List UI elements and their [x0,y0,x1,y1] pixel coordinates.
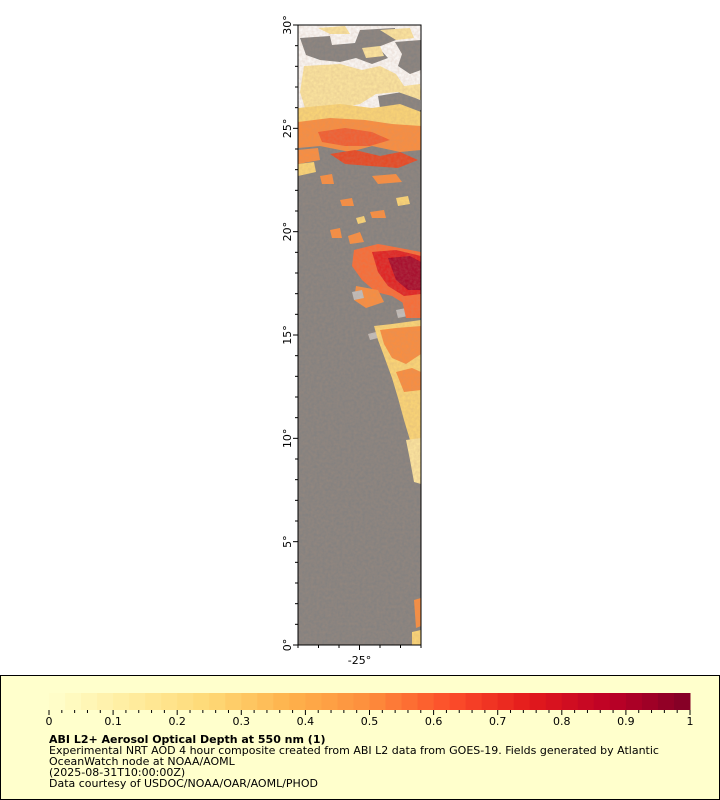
colorbar-label: 0.9 [617,715,635,728]
colorbar-cell [257,693,274,710]
colorbar-cell [289,693,306,710]
colorbar-cell [497,693,515,710]
colorbar-cell [353,693,370,710]
colorbar-cell [417,693,435,710]
lat-tick-label: 5° [281,535,294,548]
longitude-axis: -25° [297,645,422,667]
lat-tick-label: 25° [281,119,294,139]
colorbar-cell [305,693,322,710]
colorbar-cell [545,693,563,710]
aod-texture [298,25,421,645]
colorbar-cell [337,693,354,710]
colorbar-cell [65,693,82,710]
colorbar-cell [449,693,467,710]
lat-tick-label: 20° [281,222,294,242]
colorbar-cell [193,693,210,710]
lat-tick-label: 30° [281,15,294,35]
colorbar-cell [609,693,627,710]
legend-panel: 0 0.1 0.2 0.3 0.4 0.5 0.6 0.7 0.8 0.9 1 ABI L2+ Ae… [0,675,720,800]
colorbar-cell [577,693,595,710]
colorbar-cell [385,693,403,710]
legend-description: Experimental NRT AOD 4 hour composite cr… [49,744,659,757]
colorbar-cell [529,693,547,710]
colorbar-label: 0.6 [425,715,443,728]
latitude-axis: 0° 5° 10° 15° 20° 25° 30° [281,15,298,651]
colorbar-cell [673,693,691,710]
colorbar-label: 0.8 [553,715,571,728]
colorbar-cell [369,693,387,710]
legend-title: ABI L2+ Aerosol Optical Depth at 550 nm … [49,733,326,746]
colorbar-cell [241,693,258,710]
colorbar-cell [225,693,242,710]
legend-credit: Data courtesy of USDOC/NOAA/OAR/AOML/PHO… [49,777,318,790]
colorbar-cell [513,693,531,710]
colorbar-cell [81,693,98,710]
lat-tick-label: 10° [281,429,294,449]
legend-timestamp: (2025-08-31T10:00:00Z) [49,766,186,779]
colorbar-cell [321,693,338,710]
lat-tick-label: 0° [281,639,294,652]
legend-description-continued: OceanWatch node at NOAA/AOML [49,755,235,768]
colorbar: 0 0.1 0.2 0.3 0.4 0.5 0.6 0.7 0.8 0.9 1 [46,693,694,728]
colorbar-cell [625,693,643,710]
colorbar-cell [465,693,483,710]
colorbar-label: 0.2 [168,715,186,728]
colorbar-label: 0.3 [233,715,251,728]
colorbar-cell [97,693,114,710]
lat-tick-label: 15° [281,325,294,345]
colorbar-cells [49,693,691,710]
colorbar-cell [161,693,178,710]
colorbar-ticks: 0 0.1 0.2 0.3 0.4 0.5 0.6 0.7 0.8 0.9 1 [46,710,694,728]
colorbar-cell [113,693,130,710]
aod-map: 0° 5° 10° 15° 20° 25° 30° -25° [281,15,422,667]
colorbar-label: 0 [46,715,53,728]
colorbar-cell [433,693,451,710]
colorbar-cell [49,693,66,710]
colorbar-cell [401,693,419,710]
colorbar-cell [641,693,659,710]
colorbar-cell [561,693,579,710]
colorbar-cell [209,693,226,710]
map-area: 0° 5° 10° 15° 20° 25° 30° -25° [281,15,422,667]
colorbar-label: 0.4 [297,715,315,728]
colorbar-cell [145,693,162,710]
colorbar-label: 0.5 [361,715,379,728]
colorbar-label: 0.1 [104,715,122,728]
colorbar-cell [657,693,675,710]
colorbar-label: 1 [687,715,694,728]
lon-tick-label: -25° [348,654,371,667]
colorbar-cell [177,693,194,710]
colorbar-cell [273,693,290,710]
colorbar-cell [481,693,499,710]
colorbar-label: 0.7 [489,715,507,728]
colorbar-cell [129,693,146,710]
aod-field [298,25,421,645]
colorbar-cell [593,693,611,710]
